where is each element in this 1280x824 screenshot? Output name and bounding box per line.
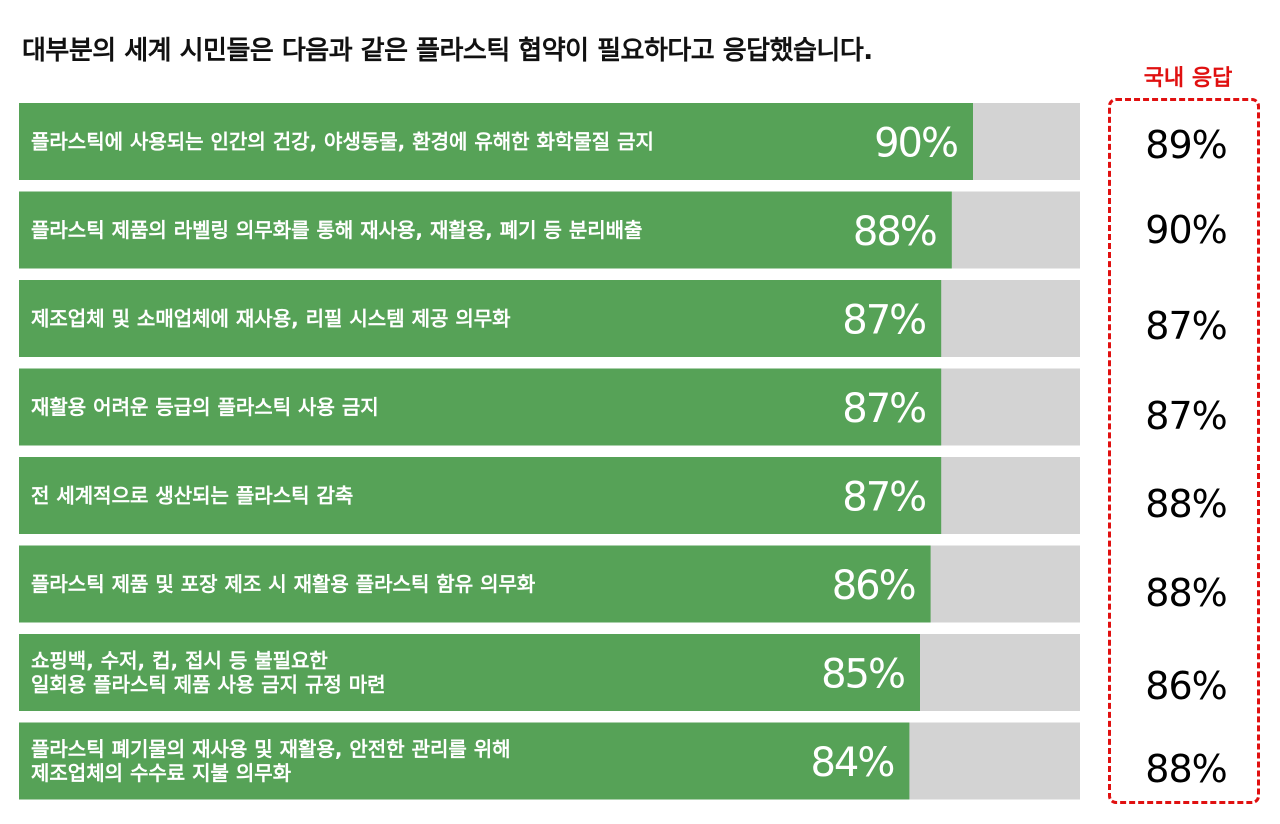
- bar-value-label: 87%: [842, 475, 925, 521]
- domestic-value-label: 86%: [1145, 664, 1226, 708]
- bar: [19, 634, 920, 711]
- bar-category-label: 제조업체 및 소매업체에 재사용, 리필 시스템 제공 의무화: [31, 307, 511, 331]
- domestic-value-label: 88%: [1145, 747, 1226, 791]
- bar-value-label: 86%: [832, 563, 915, 609]
- bar: [19, 457, 942, 534]
- bar-category-label: 일회용 플라스틱 제품 사용 금지 규정 마련: [31, 673, 386, 697]
- domestic-value-label: 87%: [1145, 394, 1226, 438]
- bar-value-label: 87%: [842, 298, 925, 344]
- domestic-value-label: 88%: [1145, 482, 1226, 526]
- bar: [19, 191, 952, 269]
- domestic-value-label: 89%: [1145, 123, 1226, 167]
- bar-category-label: 플라스틱 폐기물의 재사용 및 재활용, 안전한 관리를 위해: [31, 737, 511, 761]
- bar-category-label: 플라스틱 제품 및 포장 제조 시 재활용 플라스틱 함유 의무화: [31, 572, 536, 596]
- bar-category-label: 제조업체의 수수료 지불 의무화: [31, 761, 292, 785]
- page-title: 대부분의 세계 시민들은 다음과 같은 플라스틱 협약이 필요하다고 응답했습니…: [22, 36, 873, 66]
- domestic-response-box: [1108, 98, 1260, 804]
- bar-category-label: 전 세계적으로 생산되는 플라스틱 감축: [31, 484, 353, 508]
- domestic-value-label: 87%: [1145, 304, 1226, 348]
- bar-category-label: 플라스틱에 사용되는 인간의 건강, 야생동물, 환경에 유해한 화학물질 금지: [31, 130, 654, 154]
- bar-value-label: 84%: [810, 740, 893, 786]
- bar: [19, 545, 931, 623]
- bar-value-label: 90%: [874, 121, 957, 167]
- bar: [19, 368, 942, 446]
- domestic-response-header: 국내 응답: [1143, 66, 1233, 91]
- bar-category-label: 플라스틱 제품의 라벨링 의무화를 통해 재사용, 재활용, 폐기 등 분리배출: [31, 218, 642, 242]
- bar-value-label: 88%: [853, 209, 936, 255]
- domestic-value-label: 90%: [1145, 208, 1226, 252]
- domestic-value-label: 88%: [1145, 571, 1226, 615]
- bar-value-label: 85%: [821, 652, 904, 698]
- bar: [19, 103, 973, 180]
- bar-category-label: 재활용 어려운 등급의 플라스틱 사용 금지: [31, 395, 379, 419]
- bar: [19, 722, 910, 800]
- bar-value-label: 87%: [842, 386, 925, 432]
- bar: [19, 280, 942, 357]
- bar-category-label: 쇼핑백, 수저, 컵, 접시 등 불필요한: [31, 649, 328, 673]
